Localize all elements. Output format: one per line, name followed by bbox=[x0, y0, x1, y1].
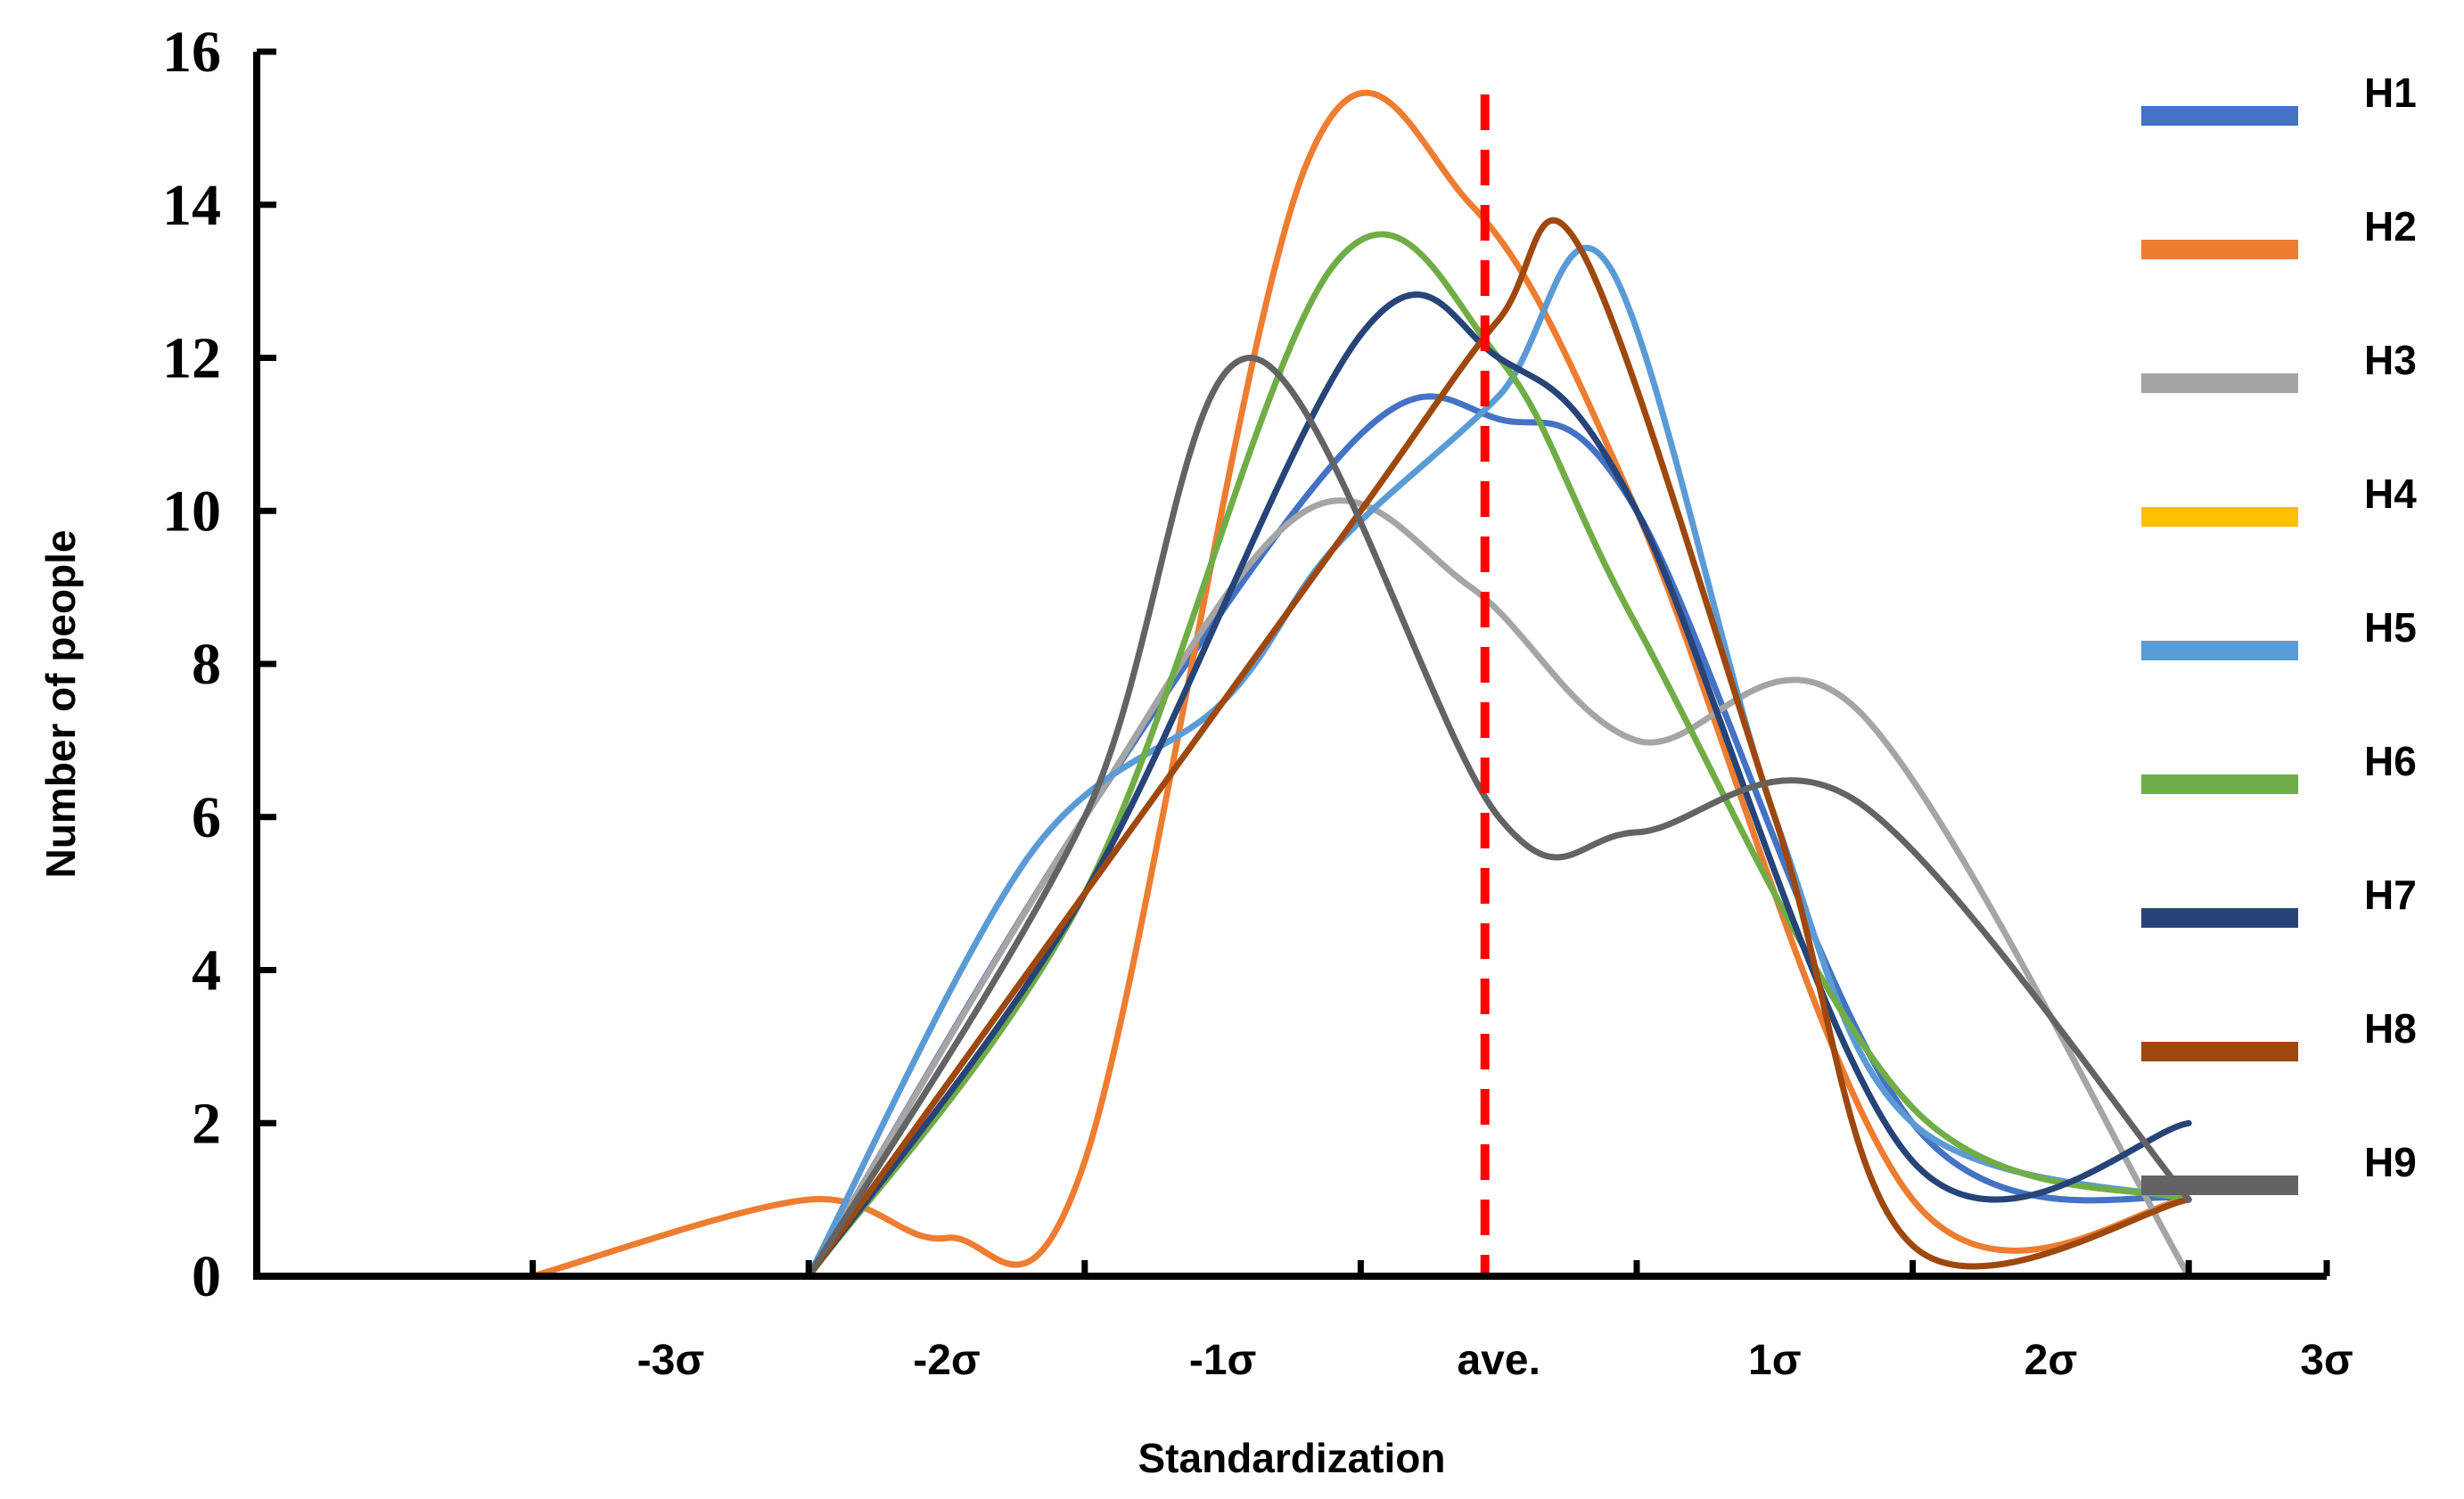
legend-label: H2 bbox=[2364, 203, 2417, 250]
legend: H1 H2 H3 H4 H5 H6 H7 H8 H9 bbox=[2141, 70, 2417, 1195]
series-line-h1 bbox=[805, 393, 2192, 1280]
x-tick-label: 3σ bbox=[2300, 1337, 2353, 1384]
y-axis-title: Number of people bbox=[37, 529, 84, 878]
axes-layer bbox=[253, 48, 2330, 1280]
legend-label: H1 bbox=[2364, 70, 2417, 116]
legend-label: H7 bbox=[2364, 872, 2417, 918]
y-tick-labels: 0 2 4 6 8 10 12 14 16 bbox=[162, 20, 221, 1309]
plot-area: 0 2 4 6 8 10 12 14 16 -3σ -2σ -1σ ave. 1σ 2σ 3σ bbox=[162, 20, 2353, 1384]
y-tick-label: 16 bbox=[162, 20, 221, 85]
x-tick-label: -2σ bbox=[913, 1337, 981, 1384]
x-tick-label: 1σ bbox=[1748, 1337, 1802, 1384]
legend-item-h4: H4 bbox=[2141, 471, 2417, 527]
legend-label: H6 bbox=[2364, 738, 2417, 784]
y-tick-label: 4 bbox=[192, 938, 221, 1003]
y-tick-label: 2 bbox=[192, 1091, 221, 1156]
x-tick-label: 2σ bbox=[2025, 1337, 2078, 1384]
legend-item-h9: H9 bbox=[2141, 1139, 2417, 1195]
legend-item-h1: H1 bbox=[2141, 70, 2417, 126]
legend-label: H5 bbox=[2364, 604, 2417, 651]
x-tick-label: -3σ bbox=[637, 1337, 705, 1384]
y-tick-label: 14 bbox=[162, 173, 221, 238]
legend-label: H3 bbox=[2364, 337, 2417, 383]
legend-label: H8 bbox=[2364, 1005, 2417, 1052]
series-line-h2 bbox=[530, 89, 2192, 1280]
legend-item-h7: H7 bbox=[2141, 872, 2417, 928]
series-line-h8 bbox=[805, 217, 2192, 1280]
series-line-h7 bbox=[805, 291, 2192, 1280]
y-tick-label: 8 bbox=[192, 632, 221, 697]
y-tick-label: 6 bbox=[192, 785, 221, 850]
series-layer bbox=[530, 89, 2192, 1280]
x-axis-title: Standardization bbox=[1138, 1435, 1445, 1481]
legend-label: H4 bbox=[2364, 471, 2417, 517]
x-tick-label: -1σ bbox=[1189, 1337, 1257, 1384]
series-line-h5 bbox=[805, 244, 2192, 1280]
legend-item-h5: H5 bbox=[2141, 604, 2417, 660]
legend-item-h8: H8 bbox=[2141, 1005, 2417, 1061]
legend-item-h6: H6 bbox=[2141, 738, 2417, 794]
series-line-h6 bbox=[805, 231, 2192, 1280]
y-tick-label: 0 bbox=[192, 1244, 221, 1309]
series-line-h9 bbox=[805, 355, 2192, 1280]
legend-label: H9 bbox=[2364, 1139, 2417, 1185]
y-tick-label: 12 bbox=[162, 326, 221, 391]
x-tick-labels: -3σ -2σ -1σ ave. 1σ 2σ 3σ bbox=[637, 1337, 2353, 1384]
legend-item-h2: H2 bbox=[2141, 203, 2417, 259]
x-tick-label: ave. bbox=[1457, 1337, 1540, 1384]
legend-item-h3: H3 bbox=[2141, 337, 2417, 393]
series-line-h3 bbox=[805, 497, 2192, 1280]
y-tick-label: 10 bbox=[162, 479, 221, 544]
